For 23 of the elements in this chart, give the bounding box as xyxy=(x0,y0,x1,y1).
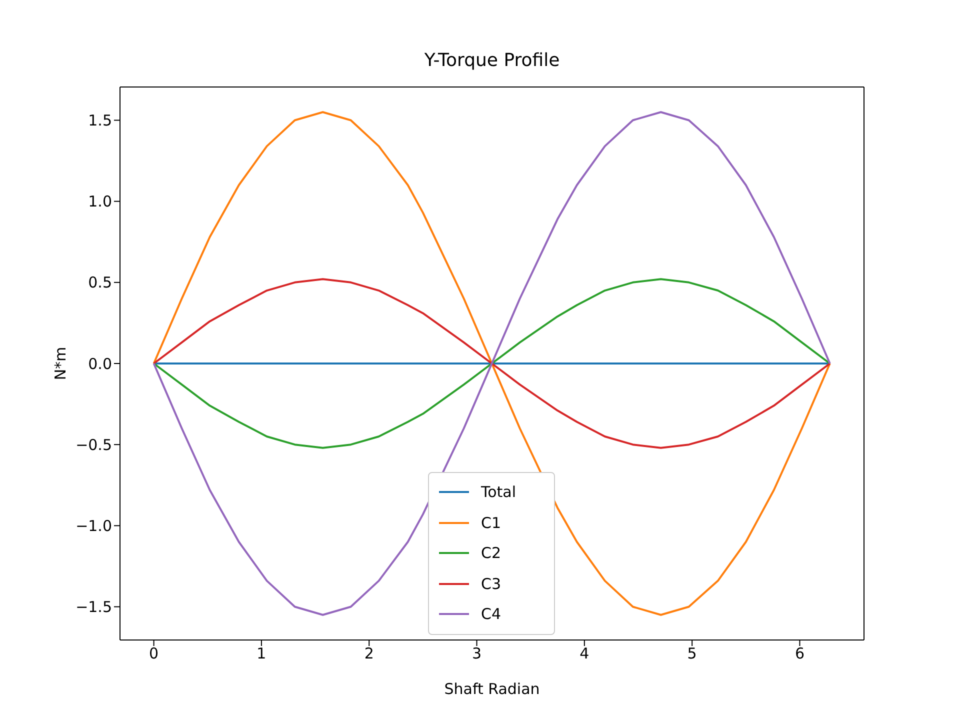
y-tick-label: −1.5 xyxy=(76,598,112,616)
y-tick-label: 0.5 xyxy=(88,274,112,292)
y-tick-label: 1.5 xyxy=(88,112,112,130)
legend-label: C3 xyxy=(481,574,502,594)
legend-label: C2 xyxy=(481,543,502,564)
y-tick-label: −1.0 xyxy=(76,516,112,535)
chart-title: Y-Torque Profile xyxy=(423,50,561,71)
x-tick-label: 2 xyxy=(364,644,374,663)
x-axis-title: Shaft Radian xyxy=(444,680,540,698)
y-tick-label: −0.5 xyxy=(76,436,112,454)
legend-label: C4 xyxy=(481,604,502,624)
x-tick-label: 0 xyxy=(149,644,159,663)
line-series xyxy=(152,278,831,449)
y-axis-title: N*m xyxy=(51,346,70,380)
y-tick-label: 1.0 xyxy=(88,192,112,211)
legend-label: Total xyxy=(481,482,516,502)
x-tick-label: 5 xyxy=(687,644,697,663)
y-tick-label: 0.0 xyxy=(88,354,112,373)
x-tick-label: 3 xyxy=(472,644,482,663)
x-tick-label: 6 xyxy=(794,644,805,663)
x-tick-label: 1 xyxy=(256,644,266,663)
legend-label: C1 xyxy=(481,512,502,533)
x-tick-label: 4 xyxy=(580,644,590,663)
